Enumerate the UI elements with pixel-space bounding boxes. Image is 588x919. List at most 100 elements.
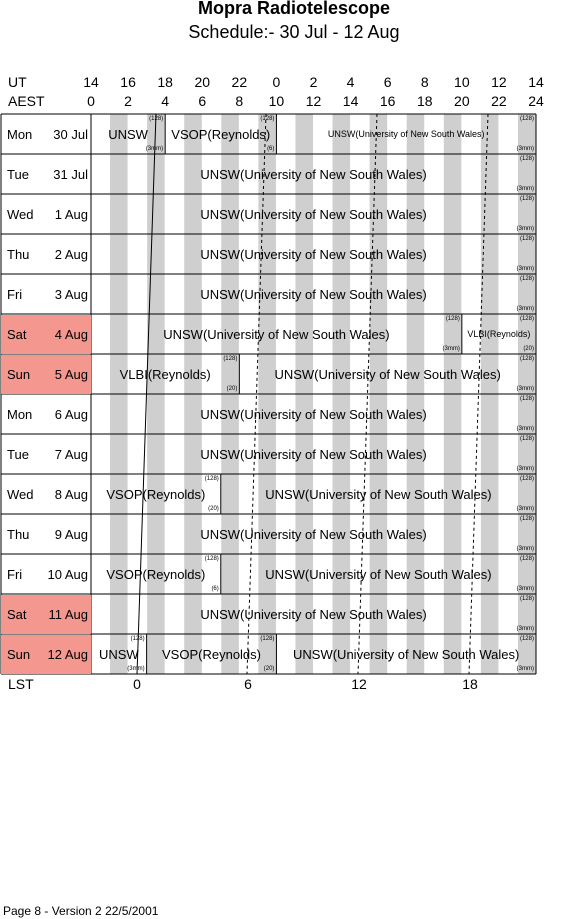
ut-tick: 6 — [383, 74, 392, 90]
block-channels: (128) — [519, 636, 534, 642]
schedule-block: VSOP(Reynolds) (128) (20) — [91, 475, 221, 514]
schedule-block: VSOP(Reynolds) (128) (20) — [147, 635, 277, 674]
day-name: Mon — [7, 127, 33, 142]
block-channels: (128) — [149, 116, 164, 122]
day-label: Thu 9 Aug — [1, 515, 91, 554]
block-receiver: (6) — [267, 146, 275, 152]
day-date: 1 Aug — [54, 207, 88, 222]
schedule-block: VSOP(Reynolds) (128) (6) — [91, 555, 221, 594]
ut-tick: 4 — [346, 74, 355, 90]
lst-tick: 6 — [244, 676, 252, 692]
lst-tick: 12 — [351, 676, 367, 692]
day-date: 31 Jul — [53, 167, 88, 182]
block-project: UNSW(University of New South Wales) — [163, 327, 390, 342]
ut-tick: 8 — [420, 74, 429, 90]
block-channels: (128) — [519, 316, 534, 322]
ut-tick: 0 — [272, 74, 281, 90]
block-channels: (128) — [519, 116, 534, 122]
block-project: UNSW(University of New South Wales) — [200, 527, 427, 542]
block-receiver: (3mm) — [516, 666, 534, 672]
day-label: Tue 7 Aug — [1, 435, 91, 474]
day-label: Sat 4 Aug — [1, 315, 91, 354]
block-channels: (128) — [130, 636, 145, 642]
schedule-block: UNSW(University of New South Wales) (128)… — [91, 275, 536, 314]
block-project: UNSW(University of New South Wales) — [200, 447, 427, 462]
aest-tick: 2 — [124, 93, 132, 109]
aest-tick: 18 — [416, 93, 433, 109]
day-label: Mon 30 Jul — [1, 115, 91, 154]
day-name: Sat — [7, 327, 27, 342]
block-receiver: (3mm) — [516, 386, 534, 392]
day-label: Wed 8 Aug — [1, 475, 91, 514]
aest-tick: 16 — [379, 93, 396, 109]
block-receiver: (3mm) — [516, 266, 534, 272]
block-receiver: (3mm) — [516, 146, 534, 152]
aest-tick: 8 — [235, 93, 244, 109]
day-name: Mon — [7, 407, 33, 422]
block-receiver: (3mm) — [516, 586, 534, 592]
block-receiver: (3mm) — [516, 426, 534, 432]
block-receiver: (20) — [263, 666, 275, 672]
day-name: Wed — [7, 207, 34, 222]
block-project: UNSW(University of New South Wales) — [274, 367, 501, 382]
day-date: 30 Jul — [53, 127, 88, 142]
ut-tick: 10 — [454, 74, 470, 90]
block-project: UNSW(University of New South Wales) — [200, 607, 427, 622]
schedule-block: UNSW(University of New South Wales) (128)… — [91, 515, 536, 554]
schedule-block: UNSW(University of New South Wales) (128)… — [91, 235, 536, 274]
block-channels: (128) — [260, 636, 275, 642]
ut-tick: 16 — [120, 74, 136, 90]
block-channels: (128) — [519, 596, 534, 602]
day-date: 12 Aug — [47, 647, 89, 662]
ut-tick: 2 — [309, 74, 318, 90]
block-project: VSOP(Reynolds) — [162, 647, 261, 662]
day-label: Wed 1 Aug — [1, 195, 91, 234]
block-channels: (128) — [519, 556, 534, 562]
block-project: UNSW(University of New South Wales) — [200, 247, 427, 262]
block-receiver: (20) — [208, 506, 219, 512]
block-receiver: (20) — [523, 346, 534, 352]
day-name: Fri — [7, 287, 23, 302]
schedule-block: UNSW(University of New South Wales) (128)… — [276, 115, 536, 154]
block-project: UNSW(University of New South Wales) — [200, 407, 427, 422]
schedule-block: VLBI(Reynolds) (128) (20) — [91, 355, 239, 394]
day-date: 2 Aug — [54, 247, 88, 262]
block-receiver: (3mm) — [516, 186, 534, 192]
block-receiver: (3mm) — [127, 666, 145, 672]
day-label: Fri 3 Aug — [1, 275, 91, 314]
lst-tick: 0 — [133, 676, 141, 692]
ut-tick: 20 — [194, 74, 211, 90]
block-project: UNSW(University of New South Wales) — [200, 287, 427, 302]
schedule-block: UNSW(University of New South Wales) (128)… — [91, 435, 536, 474]
aest-tick: 0 — [87, 93, 95, 109]
block-channels: (128) — [519, 516, 534, 522]
block-receiver: (20) — [226, 386, 238, 392]
block-channels: (128) — [223, 356, 238, 362]
day-label: Sat 11 Aug — [1, 595, 91, 634]
aest-tick: 22 — [491, 93, 507, 109]
aest-tick: 4 — [161, 93, 170, 109]
block-receiver: (3mm) — [516, 226, 534, 232]
footer-version: Page 8 - Version 2 22/5/2001 — [3, 904, 159, 918]
lst-tick: 18 — [462, 676, 478, 692]
block-project: UNSW(University of New South Wales) — [293, 647, 520, 662]
day-date: 7 Aug — [54, 447, 88, 462]
schedule-block: VLBI(Reynolds) (128) (20) — [462, 315, 536, 354]
block-channels: (128) — [260, 116, 275, 122]
schedule-block: UNSW(University of New South Wales) (128)… — [221, 555, 536, 594]
schedule-block: UNSW(University of New South Wales) (128)… — [276, 635, 536, 674]
block-channels: (128) — [519, 236, 534, 242]
day-name: Tue — [7, 447, 29, 462]
aest-tick: 24 — [528, 93, 544, 109]
aest-label: AEST — [8, 93, 45, 109]
ut-label: UT — [8, 74, 27, 90]
block-channels: (128) — [445, 316, 460, 322]
block-receiver: (6) — [211, 586, 219, 592]
schedule-block: UNSW(University of New South Wales) (128)… — [221, 475, 536, 514]
ut-tick: 12 — [491, 74, 507, 90]
block-channels: (128) — [519, 276, 534, 282]
day-label: Tue 31 Jul — [1, 155, 91, 194]
block-receiver: (3mm) — [516, 546, 534, 552]
aest-tick: 12 — [305, 93, 322, 109]
schedule-block: UNSW(University of New South Wales) (128)… — [239, 355, 536, 394]
